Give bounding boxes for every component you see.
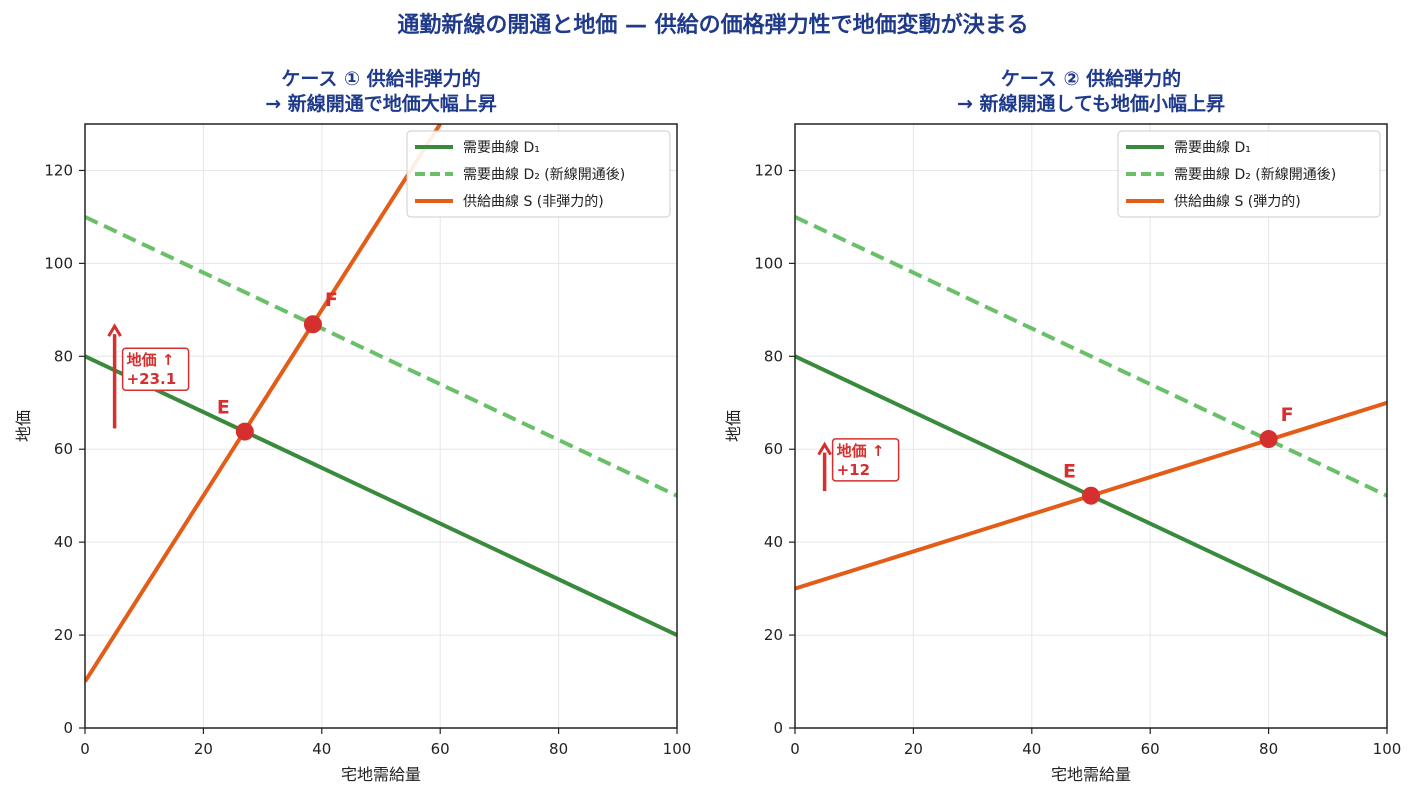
panel-subtitle: → 新線開通しても地価小幅上昇 <box>957 92 1225 115</box>
panel-title: ケース ② 供給弾力的 <box>1001 67 1181 90</box>
annotation-value: +23.1 <box>127 370 177 388</box>
panel-title: ケース ① 供給非弾力的 <box>281 67 480 90</box>
legend-entry-2: 供給曲線 S (弾力的) <box>1174 194 1301 210</box>
legend-box <box>406 130 671 218</box>
plot-area <box>85 124 677 683</box>
equilibrium-label-F: F <box>1281 404 1294 426</box>
y-tick-label: 100 <box>754 254 783 272</box>
x-axis-label: 宅地需給量 <box>341 765 421 784</box>
x-tick-label: 40 <box>312 740 331 758</box>
series-line-2 <box>85 124 442 683</box>
x-tick-label: 20 <box>194 740 213 758</box>
x-tick-label: 100 <box>1373 740 1402 758</box>
equilibrium-point-E <box>1082 486 1100 505</box>
equilibrium-point-F <box>303 315 322 334</box>
x-tick-label: 100 <box>663 740 692 758</box>
series-line-1 <box>795 215 1387 498</box>
y-tick-label: 60 <box>54 440 73 458</box>
legend-entry-0: 需要曲線 D₁ <box>463 140 540 156</box>
legend-entry-1: 需要曲線 D₂ (新線開通後) <box>1174 167 1336 183</box>
equilibrium-point-E <box>235 422 254 441</box>
y-tick-label: 20 <box>54 626 73 644</box>
legend-entry-2: 供給曲線 S (非弾力的) <box>463 194 604 210</box>
x-tick-label: 0 <box>790 740 800 758</box>
y-axis-label: 地価 <box>14 410 33 442</box>
equilibrium-label-E: E <box>1063 461 1076 483</box>
annotation-label: 地価 ↑ <box>837 442 885 460</box>
plot-area <box>795 215 1387 637</box>
x-tick-label: 20 <box>904 740 923 758</box>
legend-box <box>1117 130 1381 218</box>
x-tick-label: 40 <box>1022 740 1041 758</box>
legend-entry-0: 需要曲線 D₁ <box>1174 140 1251 156</box>
y-tick-label: 80 <box>764 347 783 365</box>
y-tick-label: 0 <box>63 719 73 737</box>
equilibrium-label-E: E <box>217 397 230 419</box>
plot-frame <box>84 123 678 729</box>
x-tick-label: 80 <box>549 740 568 758</box>
y-axis-label: 地価 <box>724 410 743 442</box>
figure-title: 通勤新線の開通と地価 — 供給の価格弾力性で地価変動が決まる <box>397 12 1028 38</box>
annotation-box <box>121 347 190 391</box>
x-tick-label: 0 <box>80 740 90 758</box>
annotation-label: 地価 ↑ <box>127 351 175 369</box>
annotation-box <box>831 438 900 482</box>
panel-subtitle: → 新線開通で地価大幅上昇 <box>265 92 497 115</box>
annotation-arrow-head <box>107 323 122 337</box>
x-tick-label: 80 <box>1259 740 1278 758</box>
y-tick-label: 20 <box>764 626 783 644</box>
x-axis-label: 宅地需給量 <box>1051 765 1131 784</box>
legend-entry-1: 需要曲線 D₂ (新線開通後) <box>463 167 625 183</box>
y-tick-label: 60 <box>764 440 783 458</box>
series-line-1 <box>85 215 677 498</box>
x-tick-label: 60 <box>431 740 450 758</box>
y-tick-label: 80 <box>54 347 73 365</box>
equilibrium-label-F: F <box>325 289 338 311</box>
y-tick-label: 100 <box>44 254 73 272</box>
equilibrium-point-F <box>1259 430 1278 449</box>
y-tick-label: 40 <box>764 533 783 551</box>
y-tick-label: 0 <box>773 719 783 737</box>
plot-frame <box>794 123 1388 729</box>
y-tick-label: 120 <box>44 161 73 179</box>
x-tick-label: 60 <box>1141 740 1160 758</box>
series-line-0 <box>85 354 677 637</box>
y-tick-label: 120 <box>754 161 783 179</box>
annotation-value: +12 <box>837 461 870 479</box>
y-tick-label: 40 <box>54 533 73 551</box>
annotation-arrow-head <box>817 441 832 456</box>
